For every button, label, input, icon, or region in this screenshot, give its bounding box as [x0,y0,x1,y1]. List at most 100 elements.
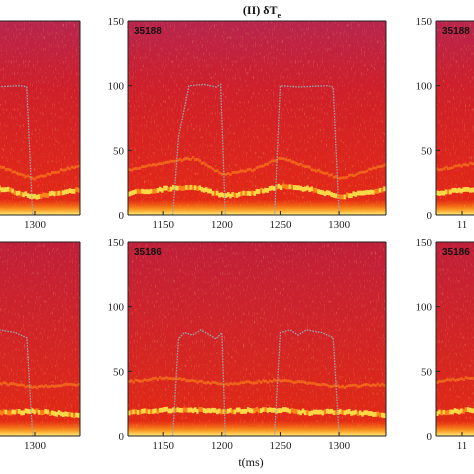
mode-band-segment [319,383,322,387]
mode-band-segment [451,409,454,415]
mode-band-segment [334,175,338,179]
mode-band-segment [383,186,386,192]
mode-band-segment [22,383,25,387]
mode-band-segment [436,411,439,416]
mode-band-segment [183,185,186,191]
mode-band-segment [295,162,298,165]
mode-band-segment [319,170,322,174]
mode-band-segment [381,412,384,418]
mode-band-segment [73,413,76,419]
mode-band-segment [161,407,164,413]
mode-band-segment [255,381,259,385]
mode-band-segment [180,407,184,413]
mode-band-segment [18,408,21,414]
mode-band-segment [37,385,41,388]
mode-band-segment [4,187,8,192]
mode-band-segment [165,160,168,164]
mode-band-segment [348,173,351,177]
mode-band-segment [180,378,184,381]
mode-band-segment [132,190,135,195]
mode-band-segment [341,384,344,388]
mode-band-segment [315,382,318,386]
mode-band-segment [172,160,175,163]
mode-band-segment [317,168,320,172]
mode-band-segment [288,408,292,414]
mode-band-segment [224,382,228,386]
mode-band-segment [455,408,459,414]
mode-band-segment [211,190,215,196]
mode-band-segment [317,383,320,387]
mode-band-segment [383,413,386,419]
mode-band-segment [233,409,237,415]
mode-band-segment [290,160,294,164]
mode-band-segment [35,408,39,414]
mode-band-segment [458,163,461,167]
mode-band-segment [240,409,243,415]
mode-band-segment [304,165,307,168]
mode-band-segment [200,407,204,412]
mode-band-segment [53,385,56,388]
mode-band-segment [238,382,241,386]
mode-band-segment [440,410,443,416]
mode-band-segment [282,407,285,412]
mode-band-segment [323,409,327,415]
mode-band-segment [48,385,52,388]
mode-band-segment [143,408,146,414]
mode-band-segment [143,189,146,195]
low-frequency-floor [128,420,386,436]
mode-band-segment [301,408,305,414]
x-axis-label: t(ms) [238,455,263,469]
mode-band-segment [238,170,241,174]
mode-band-segment [209,408,212,414]
mode-band-segment [200,186,204,192]
mode-band-segment [0,409,1,415]
mode-band-segment [304,186,307,192]
mode-band-segment [244,380,248,384]
mode-band-segment [147,409,151,415]
y-tick-label: 150 [108,237,125,249]
mode-band-segment [341,194,344,200]
mode-band-segment [471,162,474,166]
mode-band-segment [198,407,201,412]
mode-band-segment [62,190,65,196]
mode-band-segment [64,189,67,195]
spectrogram-noise [436,21,474,215]
mode-band-segment [40,174,43,178]
mode-band-segment [359,410,362,416]
mode-band-segment [295,408,298,414]
mode-band-segment [374,384,377,387]
mode-band-segment [330,408,333,414]
mode-band-segment [374,188,377,194]
mode-band-segment [277,408,281,413]
mode-band-segment [178,377,182,381]
mode-band-segment [447,378,450,381]
mode-band-segment [260,408,263,414]
mode-band-segment [271,185,274,191]
mode-band-segment [277,378,281,382]
low-frequency-floor [0,420,80,436]
mode-band-segment [196,186,199,191]
mode-band-segment [167,187,171,192]
mode-band-segment [356,190,360,196]
mode-band-segment [343,386,347,390]
mode-band-segment [301,164,305,168]
mode-band-segment [458,409,461,415]
mode-band-segment [266,188,270,193]
mode-band-segment [317,409,320,415]
mode-band-segment [354,192,358,197]
mode-band-segment [339,176,342,180]
mode-band-segment [136,409,140,415]
mode-band-segment [191,408,195,414]
mode-band-segment [330,173,333,177]
mode-band-segment [183,377,186,381]
mode-band-segment [381,164,384,168]
mode-band-segment [363,383,366,387]
mode-band-segment [284,379,287,382]
mode-band-segment [251,408,254,414]
mode-band-segment [365,383,369,386]
mode-band-segment [77,164,80,168]
mode-band-segment [308,381,311,385]
y-tick-label: 0 [427,431,433,443]
mode-band-segment [442,167,446,171]
mode-band-segment [271,407,274,413]
